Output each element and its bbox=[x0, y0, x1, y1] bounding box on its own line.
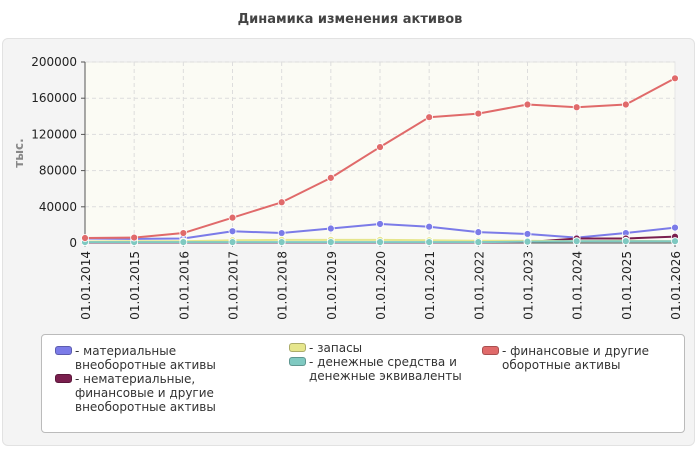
data-point[interactable] bbox=[277, 238, 286, 246]
plot-area bbox=[84, 61, 676, 244]
x-tick-label: 01.01.2026 bbox=[669, 251, 683, 320]
data-point[interactable] bbox=[228, 227, 237, 236]
data-point[interactable] bbox=[81, 234, 89, 242]
y-tick-label: 160000 bbox=[31, 91, 77, 105]
data-point[interactable] bbox=[326, 238, 335, 246]
data-point[interactable] bbox=[621, 237, 630, 246]
legend: - материальные внеоборотные активы - нем… bbox=[41, 334, 685, 433]
data-point[interactable] bbox=[228, 213, 237, 222]
data-point[interactable] bbox=[425, 113, 434, 122]
legend-item-series-3[interactable]: - запасы bbox=[289, 341, 464, 355]
data-point[interactable] bbox=[179, 238, 188, 246]
y-tick-label: 120000 bbox=[31, 127, 77, 141]
x-tick-label: 01.01.2025 bbox=[620, 251, 634, 320]
x-tick-label: 01.01.2023 bbox=[522, 251, 536, 320]
data-point[interactable] bbox=[671, 223, 679, 232]
x-tick-label: 01.01.2014 bbox=[79, 251, 93, 320]
x-tick-label: 01.01.2022 bbox=[472, 251, 486, 320]
legend-label-series-4: - денежные средства и денежные эквивален… bbox=[309, 355, 462, 383]
legend-swatch-series-1 bbox=[55, 346, 72, 355]
legend-item-series-2[interactable]: - нематериальные, финансовые и другие вн… bbox=[55, 372, 260, 414]
x-tick-label: 01.01.2024 bbox=[571, 251, 585, 320]
data-point[interactable] bbox=[523, 230, 532, 238]
chart-title: Динамика изменения активов bbox=[237, 12, 463, 27]
x-tick-label: 01.01.2020 bbox=[374, 251, 388, 320]
data-point[interactable] bbox=[376, 220, 384, 228]
y-tick-label: 80000 bbox=[39, 164, 77, 178]
legend-swatch-series-3 bbox=[289, 343, 306, 352]
data-point[interactable] bbox=[277, 229, 286, 237]
x-tick-label: 01.01.2021 bbox=[423, 251, 437, 320]
legend-label-series-5: - финансовые и другие оборотные активы bbox=[502, 344, 650, 372]
legend-item-series-1[interactable]: - материальные внеоборотные активы bbox=[55, 344, 270, 372]
data-point[interactable] bbox=[130, 233, 139, 242]
y-tick-label: 0 bbox=[69, 236, 77, 250]
data-point[interactable] bbox=[277, 198, 286, 207]
series-layer bbox=[81, 74, 679, 247]
data-point[interactable] bbox=[326, 224, 335, 233]
data-point[interactable] bbox=[523, 100, 532, 109]
data-point[interactable] bbox=[671, 74, 679, 83]
legend-label-series-1: - материальные внеоборотные активы bbox=[75, 344, 216, 372]
legend-label-series-3: - запасы bbox=[309, 341, 363, 355]
y-tick-label: 40000 bbox=[39, 200, 77, 214]
data-point[interactable] bbox=[474, 109, 483, 118]
x-tick-label: 01.01.2016 bbox=[177, 251, 191, 320]
data-point[interactable] bbox=[425, 222, 434, 231]
data-point[interactable] bbox=[326, 173, 335, 182]
data-point[interactable] bbox=[376, 238, 384, 246]
legend-label-series-2: - нематериальные, финансовые и другие вн… bbox=[75, 372, 216, 414]
legend-swatch-series-4 bbox=[289, 357, 306, 366]
data-point[interactable] bbox=[474, 238, 483, 246]
legend-item-series-5[interactable]: - финансовые и другие оборотные активы bbox=[482, 344, 682, 372]
x-tick-label: 01.01.2019 bbox=[325, 251, 339, 320]
data-point[interactable] bbox=[523, 237, 532, 246]
data-point[interactable] bbox=[621, 100, 630, 109]
data-point[interactable] bbox=[425, 238, 434, 246]
legend-swatch-series-2 bbox=[55, 374, 72, 383]
y-tick-label: 200000 bbox=[31, 55, 77, 69]
data-point[interactable] bbox=[671, 237, 679, 246]
data-point[interactable] bbox=[376, 143, 384, 151]
x-tick-label: 01.01.2017 bbox=[227, 251, 241, 320]
y-axis-label: тыс. bbox=[12, 138, 26, 167]
data-point[interactable] bbox=[228, 238, 237, 246]
tick-layer: 0 40000 80000 120000 160000 200000 01.01.2014 0… bbox=[31, 55, 683, 320]
data-point[interactable] bbox=[474, 228, 483, 237]
legend-swatch-series-5 bbox=[482, 346, 499, 355]
data-point[interactable] bbox=[572, 103, 581, 112]
data-point[interactable] bbox=[179, 229, 188, 237]
series-5 bbox=[81, 74, 679, 242]
x-tick-label: 01.01.2018 bbox=[276, 251, 290, 320]
grid-layer bbox=[85, 61, 675, 243]
x-tick-label: 01.01.2015 bbox=[128, 251, 142, 320]
legend-item-series-4[interactable]: - денежные средства и денежные эквивален… bbox=[289, 355, 474, 383]
data-point[interactable] bbox=[572, 237, 581, 246]
